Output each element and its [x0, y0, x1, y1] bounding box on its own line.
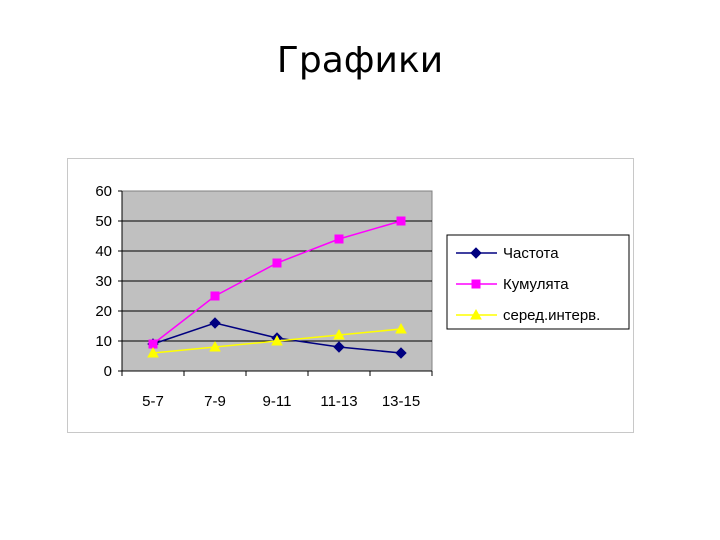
legend: Частота Кумулята серед.интерв.: [446, 234, 630, 330]
data-point: [395, 322, 407, 334]
y-tick-label: 10: [95, 333, 112, 350]
data-point: [333, 341, 345, 353]
legend-label: Частота: [503, 245, 559, 262]
y-tick-label: 50: [95, 213, 112, 230]
data-point: [210, 291, 220, 301]
data-point: [148, 339, 158, 349]
y-tick-label: 40: [95, 243, 112, 260]
x-tick-label: 9-11: [263, 393, 292, 410]
data-point: [272, 258, 282, 268]
x-tick-label: 7-9: [204, 393, 226, 410]
data-point: [147, 346, 159, 358]
data-point: [271, 334, 283, 346]
data-point: [396, 216, 406, 226]
x-tick-label: 11-13: [320, 393, 357, 410]
y-tick-label: 60: [95, 183, 112, 200]
data-point: [209, 317, 221, 329]
legend-label: Кумулята: [503, 276, 569, 293]
y-tick-label: 20: [95, 303, 112, 320]
x-tick-label: 5-7: [142, 393, 164, 410]
data-point: [395, 347, 407, 359]
y-tick-label: 0: [104, 363, 112, 380]
data-point: [334, 234, 344, 244]
data-point: [209, 340, 221, 352]
slide-title: Графики: [276, 40, 444, 81]
legend-marker: [471, 279, 481, 289]
legend-label: серед.интерв.: [503, 307, 600, 324]
legend-marker: [470, 308, 482, 320]
legend-marker: [470, 247, 482, 259]
data-point: [333, 328, 345, 340]
x-tick-label: 13-15: [382, 393, 420, 410]
y-tick-label: 30: [95, 273, 112, 290]
